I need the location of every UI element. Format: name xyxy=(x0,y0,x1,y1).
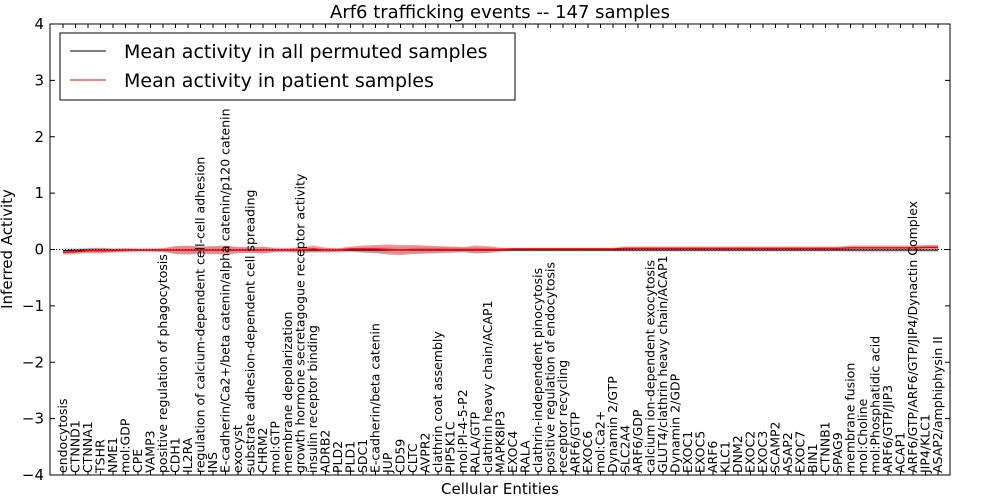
series-line-patient xyxy=(62,246,938,254)
x-tick-label: EXOC3 xyxy=(755,431,770,473)
x-tick-label: SPAG9 xyxy=(830,432,845,473)
x-tick-label: RALA xyxy=(518,440,533,473)
x-tick-label: VAMP3 xyxy=(143,430,158,473)
x-tick-label: NME1 xyxy=(105,437,120,473)
x-tick-label: calcium ion-dependent exocytosis xyxy=(643,260,658,473)
legend-label-patient: Mean activity in patient samples xyxy=(124,70,434,92)
x-tick-label: IL2RA xyxy=(180,437,195,473)
x-tick-label: BIN1 xyxy=(805,443,820,473)
x-tick-label: TSHR xyxy=(93,439,108,474)
x-axis-label: Cellular Entities xyxy=(441,480,559,498)
x-tick-label: CDH1 xyxy=(168,437,183,473)
y-tick-label: 4 xyxy=(34,15,44,33)
x-tick-label: insulin receptor binding xyxy=(305,325,320,473)
x-tick-label: mol:PI-4-5-P2 xyxy=(455,389,470,473)
x-tick-label: membrane fusion xyxy=(843,363,858,473)
x-tick-label: PLD2 xyxy=(330,441,345,473)
x-tick-label: mol:Phosphatidic acid xyxy=(868,336,883,473)
x-tick-label: regulation of calcium-dependent cell-cel… xyxy=(193,157,208,473)
x-tick-label: PLD1 xyxy=(343,441,358,473)
x-tick-label: KLC1 xyxy=(718,441,733,473)
legend: Mean activity in all permuted samples Me… xyxy=(59,32,516,101)
x-tick-label: growth hormone secretagogue receptor act… xyxy=(293,173,308,473)
x-tick-label: ASAP2/amphiphysin II xyxy=(930,336,945,473)
x-tick-label: Dynamin 2/GTP xyxy=(605,376,620,473)
x-tick-label: AVPR2 xyxy=(418,433,433,473)
y-tick-label: −3 xyxy=(22,410,44,428)
y-tick-label: 2 xyxy=(34,128,44,146)
x-tick-label: CTNNB1 xyxy=(818,421,833,473)
x-tick-label: ARF6/GTP xyxy=(568,412,583,473)
x-tick-label: mol:Choline xyxy=(855,398,870,473)
x-tick-label: clathrin coat assembly xyxy=(430,331,445,473)
x-tick-label: CTNNA1 xyxy=(80,421,95,473)
x-tick-label: EXOC5 xyxy=(693,431,708,473)
x-tick-labels: endocytosisCTNND1CTNNA1TSHRNME1mol:GDPCP… xyxy=(55,108,945,474)
x-tick-label: EXOC4 xyxy=(505,431,520,473)
x-tick-label: DNM2 xyxy=(730,435,745,473)
x-tick-label: CD59 xyxy=(393,439,408,473)
x-tick-label: ADRB2 xyxy=(318,430,333,473)
x-tick-label: receptor recycling xyxy=(555,360,570,473)
x-tick-label: JIP4/KLC1 xyxy=(918,414,933,474)
chart-title: Arf6 trafficking events -- 147 samples xyxy=(330,2,670,23)
x-tick-label: ARF6/GTP/JIP3 xyxy=(880,385,895,473)
x-tick-label: Dynamin 2/GDP xyxy=(668,373,683,473)
x-tick-label: clathrin heavy chain/ACAP1 xyxy=(480,300,495,473)
x-tick-label: ARF6/GTP/ARF6/GTP/JIP4/Dynactin Complex xyxy=(905,201,920,473)
x-tick-label: PIP5K1C xyxy=(443,421,458,473)
series-lines xyxy=(50,246,950,254)
x-tick-label: ASAP2 xyxy=(780,432,795,473)
y-tick-label: 1 xyxy=(34,184,44,202)
y-tick-label: −2 xyxy=(22,353,44,371)
x-tick-label: mol:GTP xyxy=(268,421,283,473)
x-tick-label: ACAP1 xyxy=(893,432,908,473)
x-tick-label: SLC2A4 xyxy=(618,425,633,473)
x-tick-label: SCAMP2 xyxy=(768,422,783,474)
x-axis-ticks xyxy=(62,24,939,475)
x-tick-label: ARF6/GDP xyxy=(630,409,645,473)
y-axis-ticks: −4 −3 −2 −1 0 1 2 3 4 xyxy=(22,15,950,484)
x-tick-label: EXOC1 xyxy=(680,431,695,473)
x-tick-label: clathrin-independent pinocytosis xyxy=(530,268,545,473)
x-tick-label: MAPK8IP3 xyxy=(493,411,508,473)
x-tick-label: mol:GDP xyxy=(118,418,133,473)
x-tick-label: SDC1 xyxy=(355,439,370,473)
x-tick-label: substrate adhesion-dependent cell spread… xyxy=(243,190,258,473)
legend-box xyxy=(59,32,516,101)
x-tick-label: membrane depolarization xyxy=(280,312,295,473)
x-tick-label: ARF6 xyxy=(705,441,720,473)
x-tick-label: INS xyxy=(205,452,220,473)
x-tick-label: CLTC xyxy=(405,443,420,473)
legend-label-permuted: Mean activity in all permuted samples xyxy=(124,41,487,63)
x-tick-label: endocytosis xyxy=(55,398,70,473)
x-tick-label: RALA/GTP xyxy=(468,411,483,473)
x-tick-label: EXOC6 xyxy=(580,431,595,473)
x-tick-label: E-cadherin/Ca2+/beta catenin/alpha caten… xyxy=(218,108,233,473)
x-tick-label: EXOC7 xyxy=(793,431,808,473)
plot-frame xyxy=(49,23,951,476)
y-tick-label: 3 xyxy=(34,71,44,89)
x-tick-label: positive regulation of phagocytosis xyxy=(155,254,170,473)
x-tick-label: positive regulation of endocytosis xyxy=(543,262,558,473)
y-tick-label: −4 xyxy=(22,466,44,484)
y-tick-label: −1 xyxy=(22,297,44,315)
x-tick-label: exocyst xyxy=(230,425,245,473)
x-tick-label: JUP xyxy=(380,452,395,474)
x-tick-label: EXOC2 xyxy=(743,431,758,473)
x-tick-label: E-cadherin/beta catenin xyxy=(368,323,383,473)
x-tick-label: CPE xyxy=(130,449,145,473)
y-tick-label: 0 xyxy=(34,241,44,259)
x-tick-label: CHRM2 xyxy=(255,427,270,473)
x-tick-label: mol:Ca2+ xyxy=(593,411,608,473)
y-axis-label: Inferred Activity xyxy=(0,189,16,309)
x-tick-label: CTNND1 xyxy=(68,420,83,473)
x-tick-label: GLUT4/clathrin heavy chain/ACAP1 xyxy=(655,255,670,473)
